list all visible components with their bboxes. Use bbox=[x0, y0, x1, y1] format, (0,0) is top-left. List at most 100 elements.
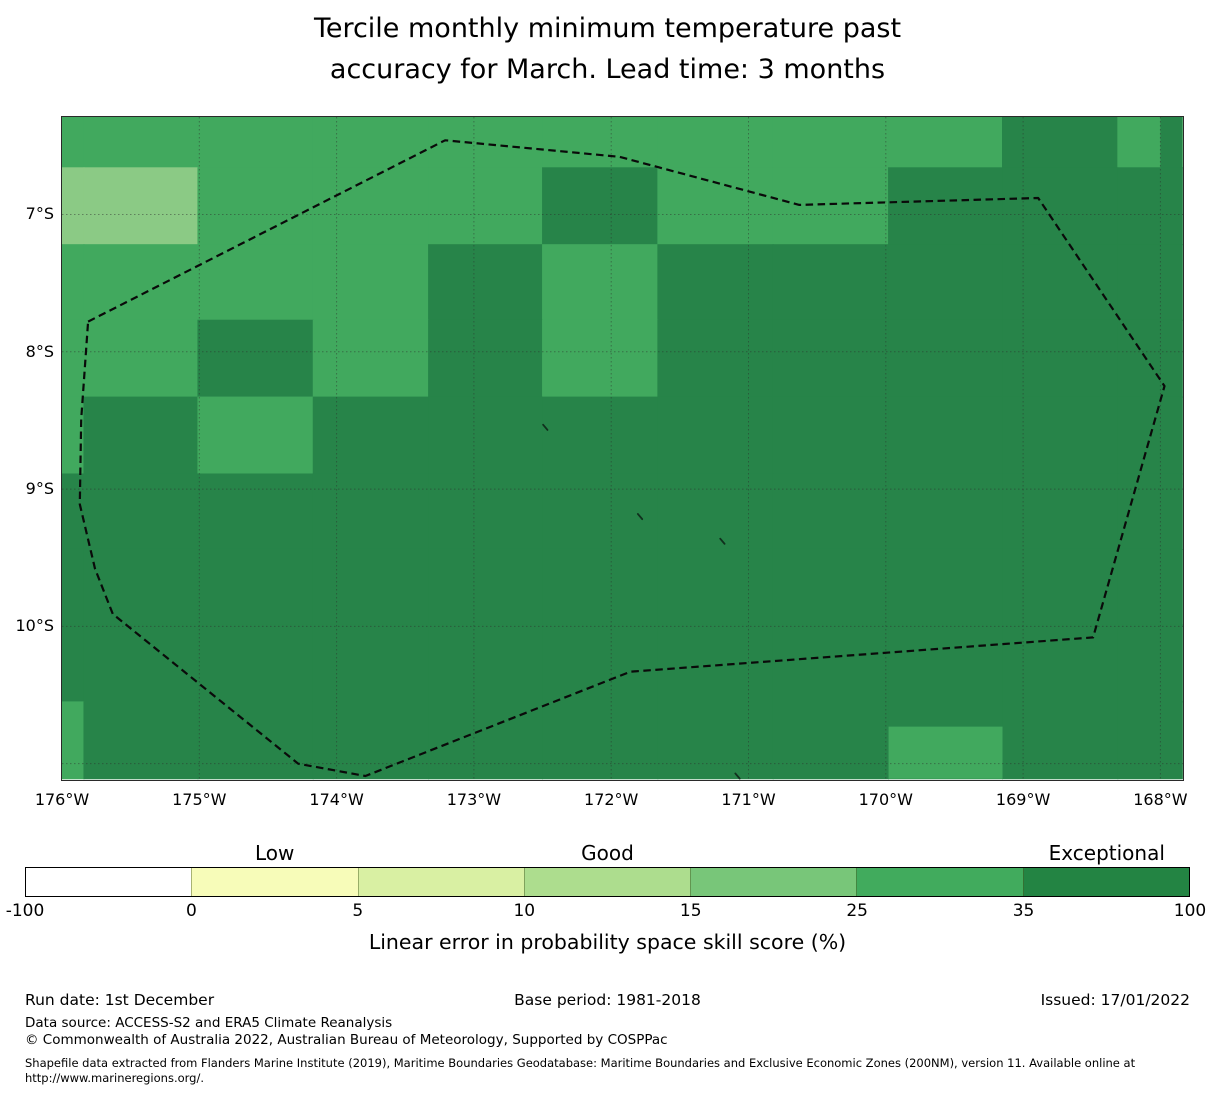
grid-cell bbox=[1002, 473, 1119, 550]
x-tick-label: 176°W bbox=[34, 790, 90, 809]
data-source-label: Data source: ACCESS-S2 and ERA5 Climate … bbox=[25, 1015, 393, 1031]
grid-cell bbox=[1117, 244, 1183, 321]
grid-cell bbox=[772, 473, 890, 550]
grid-cell bbox=[657, 396, 774, 475]
grid-cell bbox=[312, 548, 430, 626]
grid-cell bbox=[1117, 624, 1183, 703]
grid-cell bbox=[542, 319, 659, 398]
colorbar-category-label: Low bbox=[254, 841, 295, 865]
grid-cell bbox=[772, 701, 890, 780]
grid-cell bbox=[83, 701, 199, 780]
island-mark bbox=[636, 513, 644, 521]
grid-cell bbox=[1117, 548, 1183, 626]
grid-cell bbox=[888, 167, 1004, 246]
grid-cell bbox=[772, 624, 890, 703]
grid-cell bbox=[888, 624, 1004, 703]
run-date-label: Run date: 1st December bbox=[25, 991, 215, 1009]
colorbar-segment bbox=[856, 868, 1023, 896]
grid-cell bbox=[542, 624, 659, 703]
grid-cell bbox=[657, 117, 774, 169]
grid-cell bbox=[1117, 167, 1183, 246]
y-tick-label: 9°S bbox=[25, 479, 54, 499]
grid-cell bbox=[428, 473, 544, 550]
grid-cell bbox=[83, 473, 199, 550]
grid-cell bbox=[197, 396, 314, 475]
grid-cell bbox=[542, 701, 659, 780]
colorbar-tick-label: 15 bbox=[679, 901, 702, 921]
colorbar-tick-label: -100 bbox=[5, 901, 45, 921]
grid-cell bbox=[888, 319, 1004, 398]
colorbar-axis-label: Linear error in probability space skill … bbox=[368, 930, 847, 954]
grid-cell bbox=[428, 117, 544, 169]
skill-score-map bbox=[62, 117, 1183, 780]
grid-cell bbox=[83, 396, 199, 475]
grid-cell bbox=[428, 396, 544, 475]
x-tick-label: 170°W bbox=[858, 790, 913, 809]
grid-cell bbox=[62, 624, 85, 703]
x-tick-label: 172°W bbox=[584, 790, 639, 809]
grid-cell bbox=[888, 548, 1004, 626]
grid-cell bbox=[62, 244, 85, 321]
grid-cell bbox=[888, 473, 1004, 550]
figure-title-line1: Tercile monthly minimum temperature past bbox=[313, 13, 902, 44]
grid-cell bbox=[428, 244, 544, 321]
island-mark bbox=[542, 423, 549, 431]
y-tick-label: 7°S bbox=[25, 204, 54, 224]
grid-cell bbox=[197, 319, 314, 398]
grid-cell bbox=[657, 548, 774, 626]
grid-cell bbox=[772, 167, 890, 246]
grid-cell bbox=[62, 117, 85, 169]
grid-cell-partial bbox=[888, 726, 1003, 779]
grid-cell bbox=[197, 701, 314, 780]
x-tick-label: 168°W bbox=[1133, 790, 1188, 809]
grid-cell bbox=[542, 244, 659, 321]
grid-cell bbox=[83, 624, 199, 703]
grid-cell bbox=[312, 244, 430, 321]
grid-cell bbox=[62, 548, 85, 626]
grid-cell bbox=[62, 167, 85, 246]
grid-cell bbox=[312, 167, 430, 246]
colorbar bbox=[25, 867, 1190, 897]
grid-cell bbox=[1117, 319, 1183, 398]
grid-cell bbox=[62, 473, 85, 550]
grid-cell bbox=[83, 548, 199, 626]
grid-cell bbox=[1117, 701, 1183, 780]
grid-cell bbox=[542, 167, 659, 246]
grid-cell bbox=[888, 117, 1004, 169]
grid-cell bbox=[83, 319, 199, 398]
grid-cell bbox=[83, 244, 199, 321]
grid-cell bbox=[542, 117, 659, 169]
grid-cell bbox=[772, 117, 890, 169]
colorbar-tick-label: 10 bbox=[513, 901, 536, 921]
y-tick-label: 10°S bbox=[15, 616, 54, 636]
colorbar-category-label: Good bbox=[581, 841, 634, 865]
grid-cell bbox=[888, 396, 1004, 475]
y-tick-label: 8°S bbox=[25, 341, 54, 361]
grid-cell bbox=[542, 396, 659, 475]
grid-cell bbox=[428, 319, 544, 398]
grid-cell bbox=[772, 548, 890, 626]
grid-cell bbox=[1117, 473, 1183, 550]
grid-cell bbox=[888, 244, 1004, 321]
grid-cell bbox=[83, 167, 199, 246]
grid-cell bbox=[428, 167, 544, 246]
grid-cell bbox=[197, 473, 314, 550]
figure-title: Tercile monthly minimum temperature past… bbox=[0, 8, 1215, 90]
x-tick-label: 171°W bbox=[721, 790, 776, 809]
grid-cell bbox=[542, 473, 659, 550]
grid-cell bbox=[197, 548, 314, 626]
grid-cell-partial bbox=[1160, 117, 1183, 168]
colorbar-segment bbox=[1022, 868, 1189, 896]
grid-cell bbox=[197, 117, 314, 169]
grid-cell bbox=[772, 244, 890, 321]
island-mark bbox=[719, 537, 726, 545]
issued-label: Issued: 17/01/2022 bbox=[1040, 991, 1190, 1009]
grid-cell bbox=[657, 701, 774, 780]
grid-cell bbox=[428, 624, 544, 703]
grid-cell bbox=[657, 319, 774, 398]
x-tick-label: 169°W bbox=[995, 790, 1051, 809]
shapefile-note: Shapefile data extracted from Flanders M… bbox=[25, 1056, 1136, 1085]
grid-cell bbox=[312, 117, 430, 169]
grid-cell bbox=[83, 117, 199, 169]
x-tick-label: 173°W bbox=[446, 790, 502, 809]
